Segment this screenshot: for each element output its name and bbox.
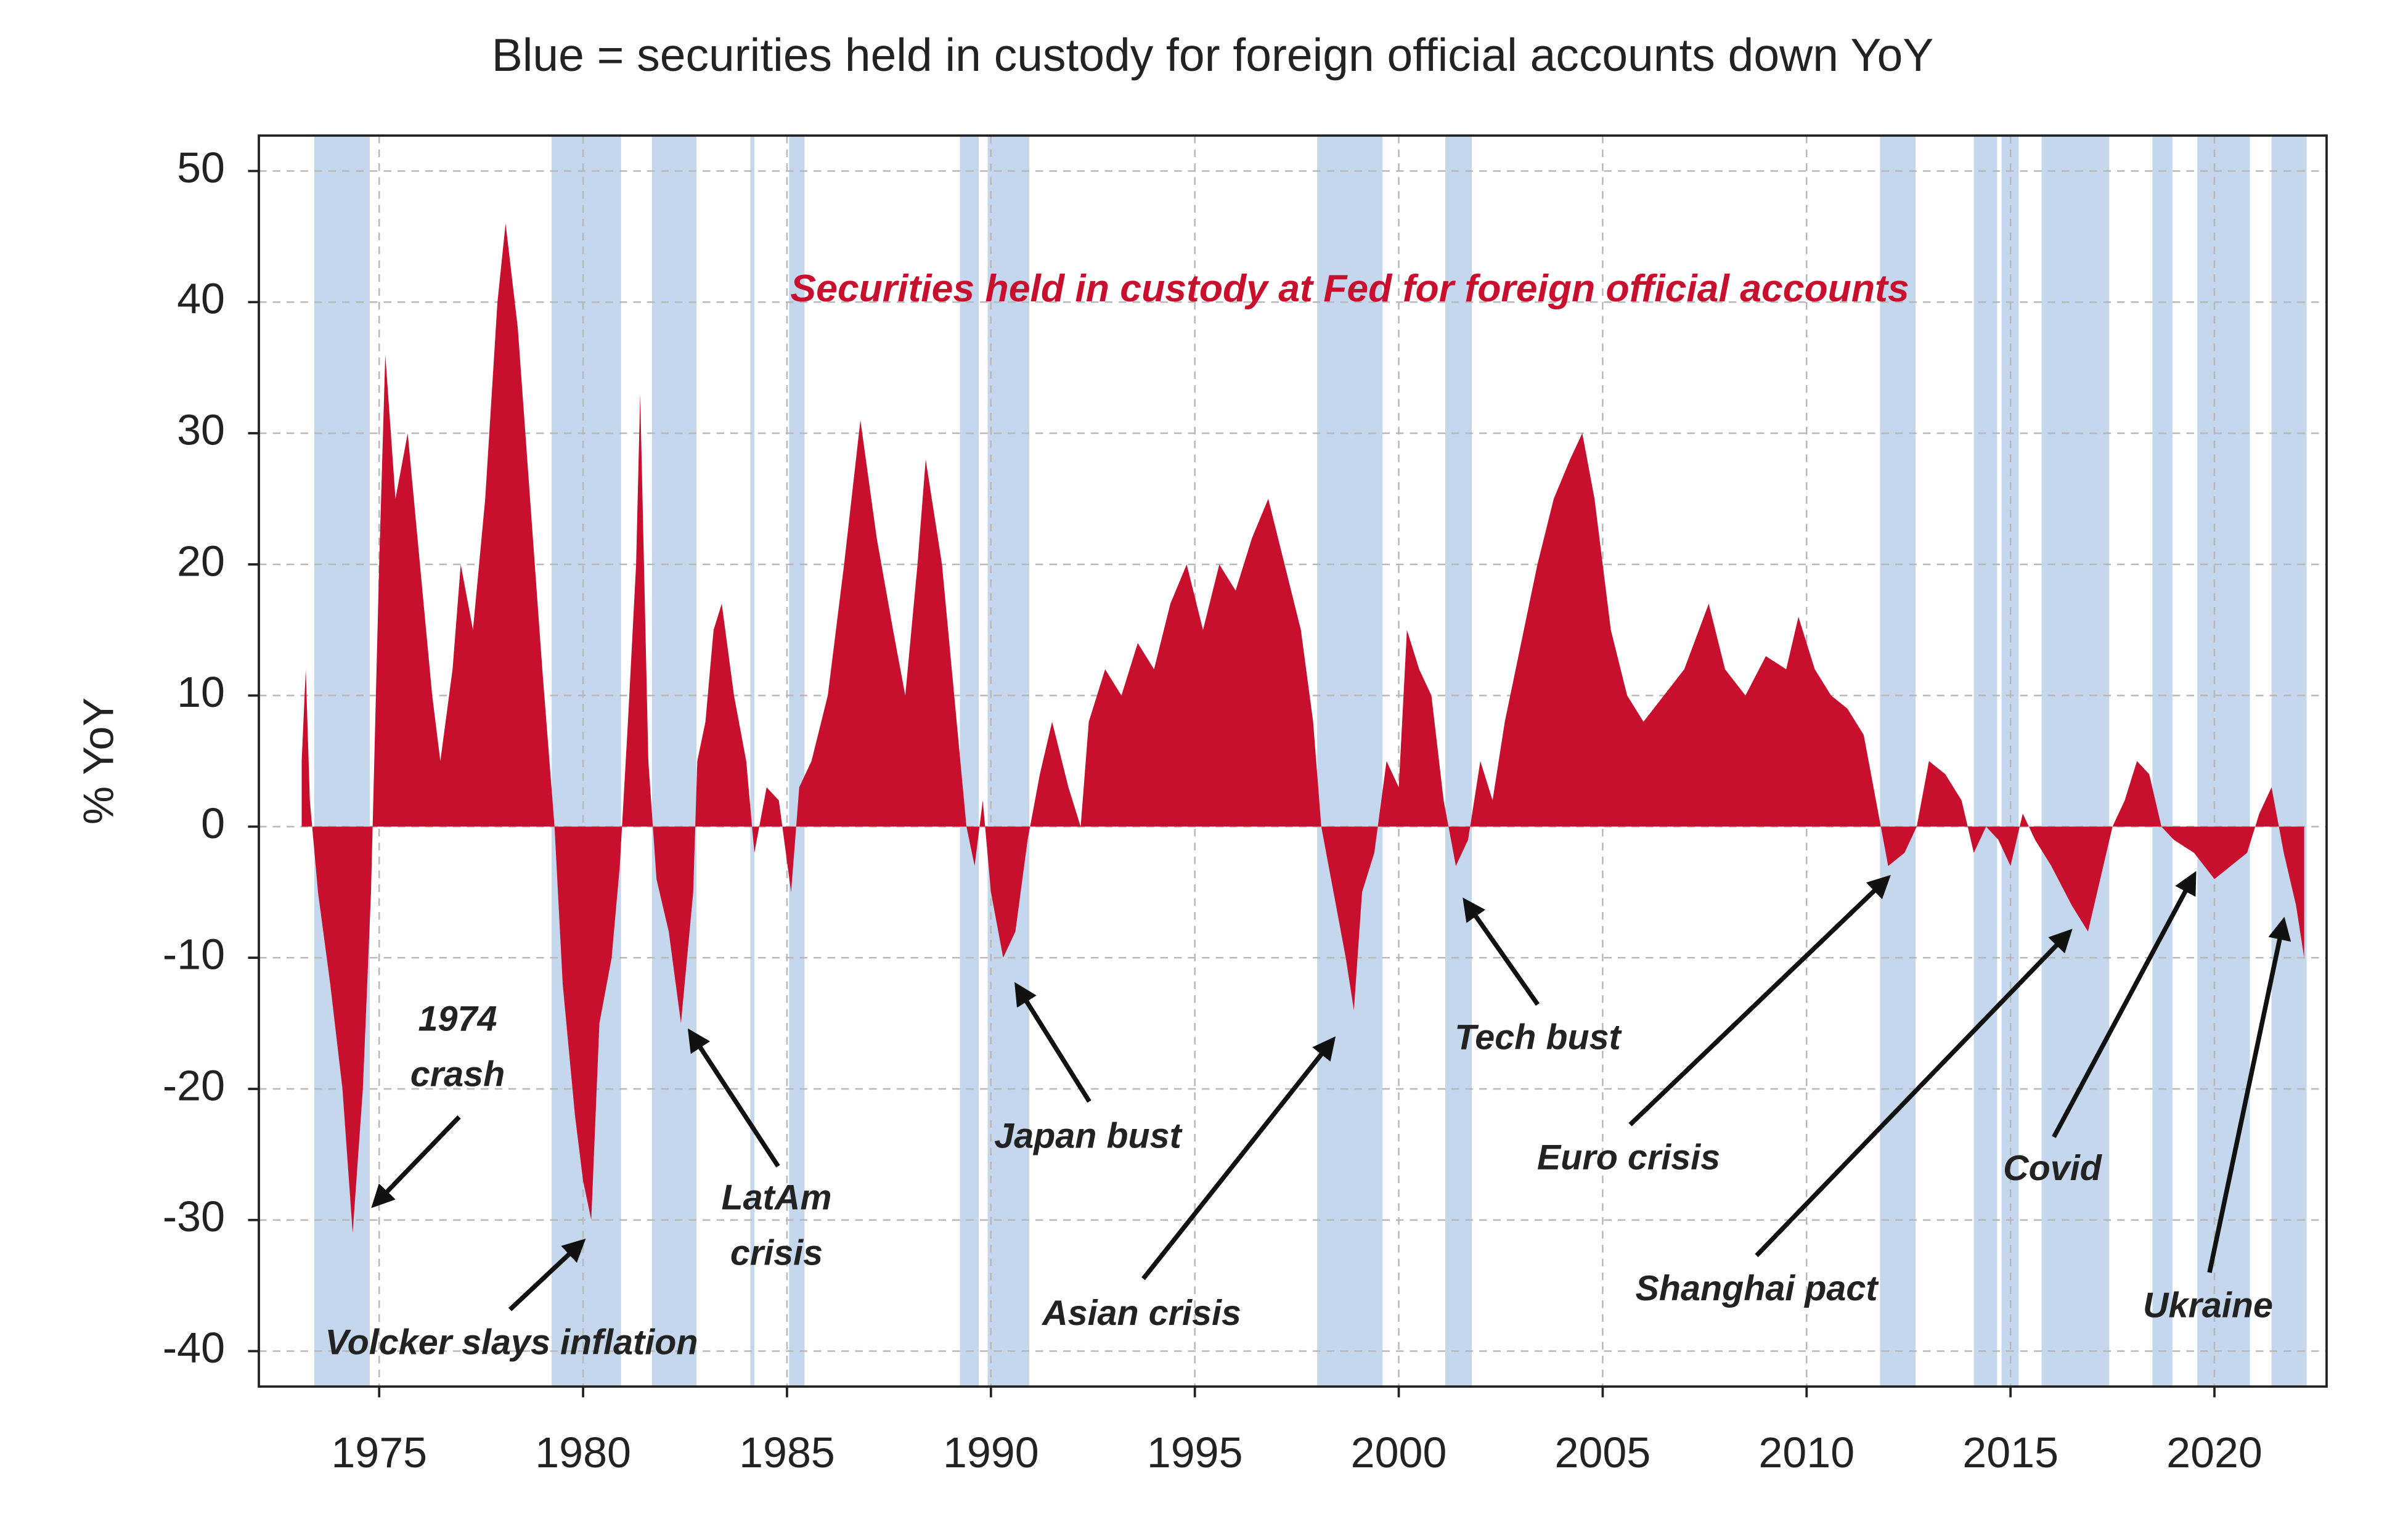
annotation-line: Ukraine <box>2143 1286 2273 1326</box>
shaded-period <box>1445 136 1472 1387</box>
shaded-period <box>1317 136 1383 1387</box>
annotation: Covid <box>2003 1149 2103 1188</box>
annotation-arrow <box>2207 916 2291 1273</box>
annotation: Japan bust <box>994 1117 1183 1156</box>
x-tick-label: 1975 <box>331 1428 427 1477</box>
x-tick-label: 2005 <box>1555 1428 1651 1477</box>
annotation: Volcker slays inflation <box>325 1323 698 1363</box>
shaded-period <box>2041 136 2110 1387</box>
annotation-arrow <box>1014 982 1091 1103</box>
y-tick-label: -30 <box>163 1192 225 1241</box>
y-tick-label: -10 <box>163 931 225 979</box>
chart-title: Blue = securities held in custody for fo… <box>492 29 1934 81</box>
annotation-arrow <box>687 1028 780 1168</box>
x-tick-label: 1980 <box>535 1428 631 1477</box>
x-tick-label: 1995 <box>1147 1428 1243 1477</box>
y-tick-label: 10 <box>177 668 225 716</box>
shaded-period <box>552 136 621 1387</box>
y-tick-label: 0 <box>201 799 225 847</box>
shaded-period <box>651 136 697 1387</box>
shaded-period <box>1973 136 1997 1387</box>
shaded-period <box>1880 136 1916 1387</box>
annotation: LatAm crisis <box>722 1178 832 1273</box>
x-tick-label: 1990 <box>943 1428 1039 1477</box>
annotation: Euro crisis <box>1537 1138 1720 1178</box>
annotation-arrow <box>371 1115 461 1208</box>
annotation-line: Tech bust <box>1455 1018 1622 1057</box>
annotation-line: 1974 <box>418 1000 497 1039</box>
annotation-line: crash <box>410 1055 505 1094</box>
x-tick-label: 2000 <box>1351 1428 1447 1477</box>
shaded-period <box>2271 136 2307 1387</box>
plot-frame <box>258 134 2328 1388</box>
y-tick-label: 50 <box>177 144 225 192</box>
shaded-period <box>789 136 805 1387</box>
shaded-period <box>987 136 1030 1387</box>
annotation-line: LatAm <box>722 1178 832 1218</box>
y-axis-label: % YoY <box>74 698 122 825</box>
annotation-arrow <box>1628 874 1891 1126</box>
annotation: Tech bust <box>1455 1018 1622 1057</box>
annotation-arrow <box>1141 1036 1336 1281</box>
annotation-line: Volcker slays inflation <box>325 1323 698 1363</box>
y-tick-label: 20 <box>177 537 225 585</box>
annotation-line: crisis <box>730 1234 823 1273</box>
shaded-period <box>2197 136 2250 1387</box>
area <box>301 223 2304 1234</box>
y-tick-label: 40 <box>177 275 225 323</box>
series-label: Securities held in custody at Fed for fo… <box>790 267 1909 310</box>
annotation-line: Asian crisis <box>1041 1294 1241 1333</box>
x-tick-label: 2015 <box>1962 1428 2059 1477</box>
x-tick-label: 2010 <box>1758 1428 1855 1477</box>
annotation: Ukraine <box>2143 1286 2273 1326</box>
annotation-arrow <box>508 1238 586 1311</box>
shaded-period <box>960 136 979 1387</box>
annotation-arrow <box>1463 897 1540 1006</box>
annotation: Asian crisis <box>1041 1294 1241 1333</box>
annotation-line: Shanghai pact <box>1636 1269 1880 1308</box>
x-tick-label: 2020 <box>2166 1428 2263 1477</box>
annotation-arrow <box>2052 871 2197 1138</box>
annotation: 1974 crash <box>410 1000 505 1094</box>
annotation-line: Euro crisis <box>1537 1138 1720 1178</box>
x-tick-label: 1985 <box>739 1428 835 1477</box>
y-tick-label: -20 <box>163 1061 225 1109</box>
y-tick-label: -40 <box>163 1324 225 1372</box>
annotation-arrow <box>1755 929 2073 1258</box>
annotation: Shanghai pact <box>1636 1269 1880 1308</box>
y-tick-label: 30 <box>177 406 225 454</box>
shaded-period <box>750 136 755 1387</box>
annotation-line: Japan bust <box>994 1117 1183 1156</box>
annotation-line: Covid <box>2003 1149 2103 1188</box>
shaded-period <box>2152 136 2173 1387</box>
shaded-period <box>314 136 370 1387</box>
